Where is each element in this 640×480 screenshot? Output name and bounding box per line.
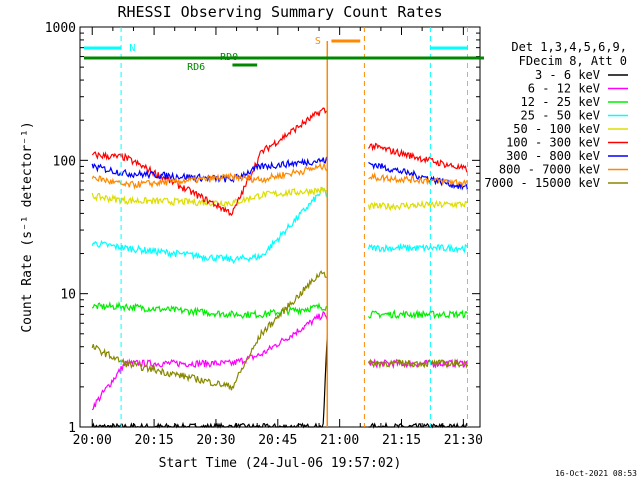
legend-entry-label: 3 - 6 keV	[535, 68, 600, 82]
y-tick-label: 10	[60, 288, 76, 303]
series-line-3	[91, 186, 468, 265]
legend-entry-label: 50 - 100 keV	[513, 122, 600, 136]
rd6-label: RD6	[187, 62, 205, 73]
legend-entry-label: 6 - 12 keV	[528, 82, 600, 96]
legend-entry-label: 100 - 300 keV	[506, 136, 600, 150]
legend-entry-label: 800 - 7000 keV	[499, 163, 600, 177]
legend: Det 1,3,4,5,6,9,FDecim 8, Att 03 - 6 keV…	[484, 40, 628, 190]
plot-data	[91, 107, 469, 429]
x-tick-label: 20:15	[135, 433, 174, 448]
legend-entry-label: 300 - 800 keV	[506, 149, 600, 163]
x-tick-label: 21:30	[444, 433, 483, 448]
x-tick-label: 20:00	[73, 433, 112, 448]
rd0-label: RD0	[220, 52, 238, 63]
series-line-2	[91, 301, 468, 320]
legend-header: FDecim 8, Att 0	[519, 54, 627, 68]
night-label: N	[129, 43, 135, 54]
legend-entry-label: 25 - 50 keV	[521, 109, 600, 123]
axes: 1 10 100 1000 20:00 20:15 20:30 20:45 21:00 21:15…	[45, 21, 484, 448]
legend-entry-label: 7000 - 15000 keV	[484, 176, 600, 190]
y-tick-label: 1000	[45, 21, 76, 36]
x-tick-label: 21:15	[382, 433, 421, 448]
generation-timestamp: 16-Oct-2021 08:53	[555, 469, 637, 478]
x-axis-label: Start Time (24-Jul-06 19:57:02)	[159, 456, 402, 471]
x-tick-label: 20:30	[196, 433, 235, 448]
x-tick-label: 21:00	[320, 433, 359, 448]
y-tick-label: 1	[68, 421, 76, 436]
plot-frame	[79, 26, 481, 428]
chart-title: RHESSI Observing Summary Count Rates	[117, 3, 442, 21]
y-axis-label: Count Rate (s⁻¹ detector⁻¹)	[20, 121, 35, 332]
saa-label: S	[315, 36, 321, 47]
series-line-8	[91, 270, 469, 391]
legend-header: Det 1,3,4,5,6,9,	[511, 40, 627, 54]
y-tick-label: 100	[53, 154, 76, 169]
series-line-7	[91, 162, 468, 190]
series-line-4	[91, 186, 468, 212]
x-tick-label: 20:45	[258, 433, 297, 448]
legend-entry-label: 12 - 25 keV	[521, 95, 600, 109]
series-line-5	[91, 107, 469, 217]
